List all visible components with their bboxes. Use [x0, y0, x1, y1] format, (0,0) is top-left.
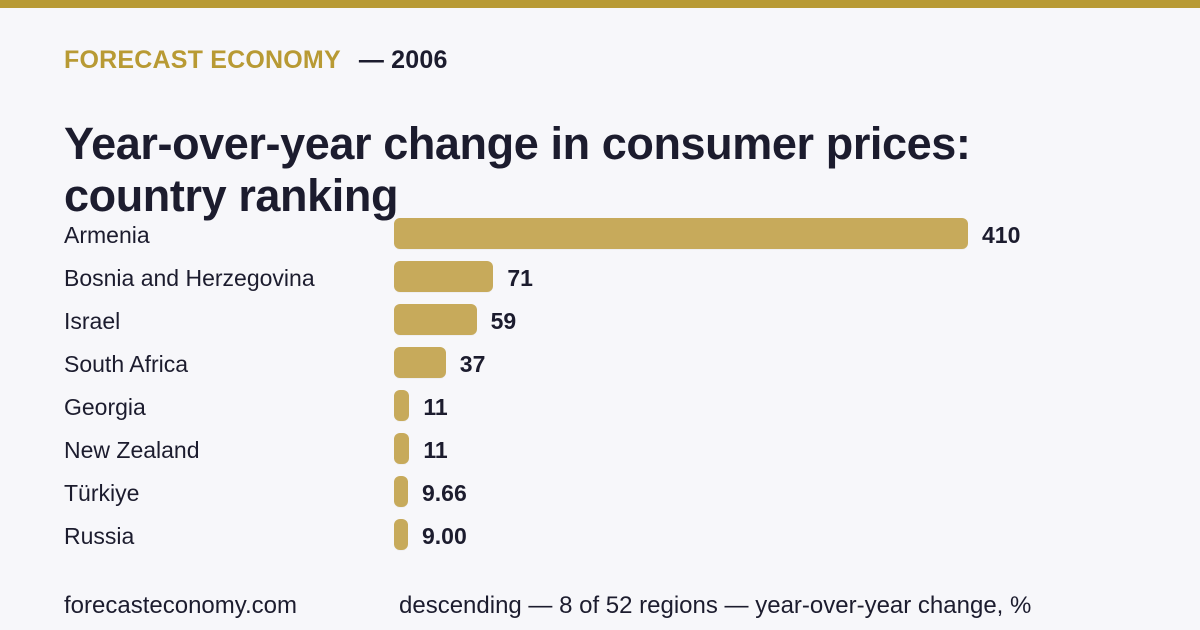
top-accent-rule	[0, 0, 1200, 8]
data-label: 11	[423, 437, 448, 463]
category-label: Bosnia and Herzegovina	[64, 265, 315, 291]
bar-row: South Africa 37	[64, 343, 1136, 386]
bar	[394, 476, 408, 507]
category-label: Israel	[64, 308, 121, 334]
data-label: 71	[507, 265, 533, 291]
bar-row: Türkiye 9.66	[64, 472, 1136, 515]
footer: forecasteconomy.com descending — 8 of 52…	[64, 590, 1136, 624]
kicker: FORECAST ECONOMY — 2006	[64, 44, 448, 76]
bar-row: Russia 9.00	[64, 515, 1136, 558]
category-label: Türkiye	[64, 480, 140, 506]
data-label: 9.66	[422, 480, 467, 506]
chart-title: Year-over-year change in consumer prices…	[64, 118, 971, 222]
brand-name: FORECAST ECONOMY	[64, 45, 341, 74]
data-label: 9.00	[422, 523, 467, 549]
category-label: Georgia	[64, 394, 146, 420]
bar-row: Armenia 410	[64, 214, 1136, 257]
country-ranking-bar-chart: Armenia 410 Bosnia and Herzegovina 71 Israel…	[64, 214, 1136, 558]
bar	[394, 433, 410, 464]
bar	[394, 304, 477, 335]
category-label: Russia	[64, 523, 135, 549]
bar-row: Georgia 11	[64, 386, 1136, 429]
bar	[394, 347, 446, 378]
bar	[394, 218, 968, 249]
bar	[394, 261, 494, 292]
data-label: 11	[423, 394, 448, 420]
year-label: — 2006	[358, 45, 448, 74]
ranking-note: descending — 8 of 52 regions — year-over…	[399, 592, 1032, 619]
data-label: 59	[490, 308, 517, 334]
data-label: 37	[459, 351, 486, 377]
data-label: 410	[982, 222, 1021, 248]
bar-row: Bosnia and Herzegovina 71	[64, 257, 1136, 300]
bar	[394, 390, 410, 421]
bar-row: New Zealand 11	[64, 429, 1136, 472]
category-label: Armenia	[64, 222, 150, 248]
category-label: New Zealand	[64, 437, 200, 463]
category-label: South Africa	[64, 351, 189, 377]
bar	[394, 519, 408, 550]
bar-row: Israel 59	[64, 300, 1136, 343]
source-site: forecasteconomy.com	[64, 592, 297, 619]
